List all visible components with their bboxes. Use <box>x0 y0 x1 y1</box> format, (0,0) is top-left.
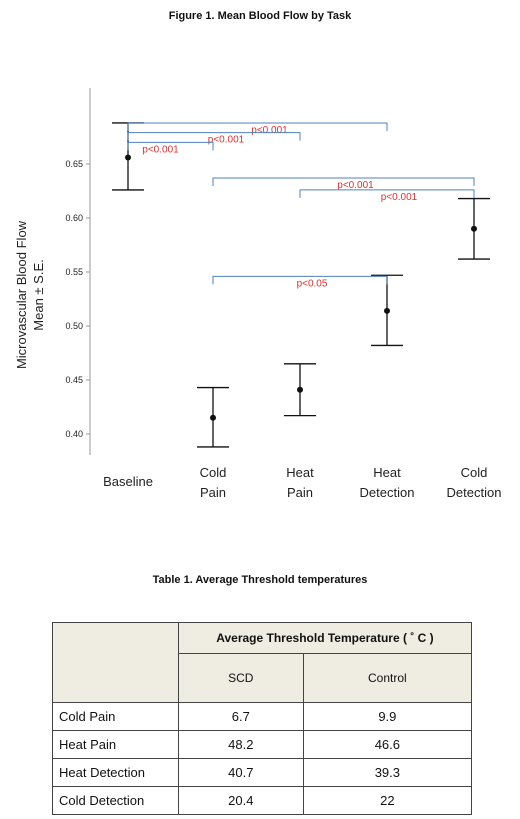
x-category-label: Baseline <box>103 474 153 489</box>
x-category-label: Heat <box>286 465 314 480</box>
control-value: 22 <box>302 786 473 815</box>
p-value-label: p<0.001 <box>208 135 245 146</box>
scd-value: 48.2 <box>177 730 304 759</box>
table-corner-cell <box>52 622 179 703</box>
row-label: Cold Pain <box>52 702 179 731</box>
mean-point <box>297 386 303 393</box>
y-axis-label-line2: Mean ± S.E. <box>31 259 46 330</box>
p-value-label: p<0.001 <box>142 144 179 155</box>
p-value-label: p<0.05 <box>297 278 328 289</box>
significance-bracket <box>127 122 388 131</box>
x-category-label: Detection <box>447 485 502 500</box>
y-tick-label: 0.50 <box>65 321 83 331</box>
mean-point <box>210 414 216 421</box>
p-value-label: p<0.001 <box>251 125 288 136</box>
figure-title: Figure 1. Mean Blood Flow by Task <box>168 10 352 22</box>
threshold-table: Average Threshold Temperature ( ˚ C ) SC… <box>52 622 473 815</box>
x-category-label: Pain <box>287 485 313 500</box>
mean-point <box>384 307 390 314</box>
scd-value: 20.4 <box>177 786 304 815</box>
column-header-scd: SCD <box>177 653 304 703</box>
mean-point <box>471 225 477 232</box>
table-title: Table 1. Average Threshold temperatures <box>152 574 368 586</box>
control-value: 39.3 <box>302 758 473 787</box>
scd-value: 6.7 <box>177 702 304 731</box>
significance-bracket <box>212 275 388 285</box>
x-category-label: Cold <box>200 465 227 480</box>
significance-bracket <box>127 141 214 151</box>
significance-bracket <box>127 132 301 141</box>
y-tick-label: 0.55 <box>65 267 83 277</box>
y-tick-label: 0.60 <box>65 213 83 223</box>
table-group-header: Average Threshold Temperature ( ˚ C ) <box>177 622 473 654</box>
mean-point <box>125 154 131 161</box>
y-axis-label: Microvascular Blood Flow Mean ± S.E. <box>14 220 46 369</box>
table-row: Cold Pain 6.7 9.9 <box>52 702 473 731</box>
table-row: Cold Detection 20.4 22 <box>52 786 473 815</box>
control-value: 46.6 <box>302 730 473 759</box>
table-header-row: Average Threshold Temperature ( ˚ C ) <box>52 622 473 703</box>
y-axis-label-line1: Microvascular Blood Flow <box>14 220 29 369</box>
scd-value: 40.7 <box>177 758 304 787</box>
table-row: Heat Detection 40.7 39.3 <box>52 758 473 787</box>
x-category-label: Pain <box>200 485 226 500</box>
control-value: 9.9 <box>302 702 473 731</box>
x-category-label: Detection <box>360 485 415 500</box>
row-label: Heat Pain <box>52 730 179 759</box>
y-tick-label: 0.40 <box>65 429 83 439</box>
x-category-label: Cold <box>461 465 488 480</box>
p-value-label: p<0.001 <box>337 180 374 191</box>
row-label: Heat Detection <box>52 758 179 787</box>
blood-flow-chart: 0.40 0.45 0.50 0.55 0.60 0.65 Microvascular Bl… <box>14 88 502 500</box>
x-category-label: Heat <box>373 465 401 480</box>
y-tick-label: 0.45 <box>65 375 83 385</box>
significance-bracket <box>299 189 475 198</box>
table-row: Heat Pain 48.2 46.6 <box>52 730 473 759</box>
significance-bracket <box>212 177 475 187</box>
y-tick-label: 0.65 <box>65 159 83 169</box>
column-header-control: Control <box>302 653 473 703</box>
table-subheader-row: SCD Control <box>53 653 473 703</box>
row-label: Cold Detection <box>52 786 179 815</box>
p-value-label: p<0.001 <box>381 192 418 203</box>
